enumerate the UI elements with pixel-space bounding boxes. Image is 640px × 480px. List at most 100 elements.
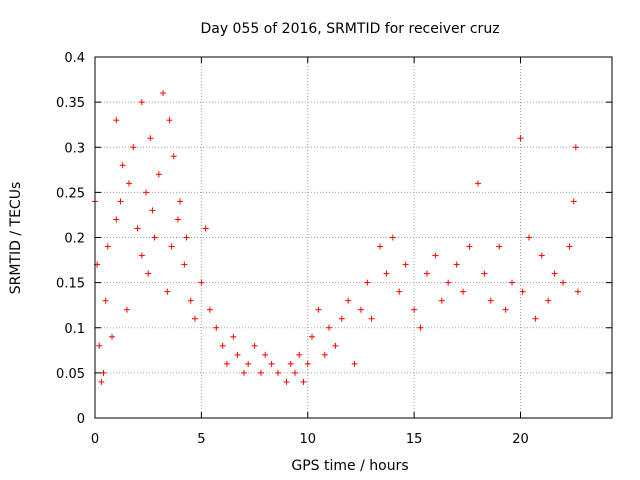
data-point — [262, 351, 269, 358]
data-point — [202, 225, 209, 232]
data-point — [417, 324, 424, 331]
data-point — [466, 243, 473, 250]
x-tick-label: 10 — [299, 432, 316, 447]
data-point — [432, 252, 439, 259]
x-tick-label: 0 — [91, 432, 99, 447]
data-point — [423, 270, 430, 277]
data-point — [287, 360, 294, 367]
data-point — [104, 243, 111, 250]
data-point — [545, 297, 552, 304]
data-point — [143, 189, 150, 196]
data-point — [223, 360, 230, 367]
data-point — [96, 342, 103, 349]
data-point — [177, 198, 184, 205]
data-point — [487, 297, 494, 304]
data-point — [396, 288, 403, 295]
data-point — [98, 378, 105, 385]
y-tick-label: 0.3 — [64, 141, 85, 156]
grid — [95, 57, 612, 418]
data-point — [138, 99, 145, 106]
data-point — [230, 333, 237, 340]
data-point — [109, 333, 116, 340]
data-point — [166, 117, 173, 124]
data-point — [560, 279, 567, 286]
data-point — [364, 279, 371, 286]
data-point — [453, 261, 460, 268]
data-point — [309, 333, 316, 340]
data-point — [538, 252, 545, 259]
data-point — [219, 342, 226, 349]
data-point — [251, 342, 258, 349]
data-point — [572, 144, 579, 151]
y-tick-label: 0 — [77, 412, 85, 427]
data-point — [411, 306, 418, 313]
data-point — [113, 216, 120, 223]
data-point — [240, 369, 247, 376]
data-point — [138, 252, 145, 259]
data-point — [574, 288, 581, 295]
data-point — [102, 297, 109, 304]
data-point — [445, 279, 452, 286]
data-point — [160, 90, 167, 97]
data-point — [100, 369, 107, 376]
y-tick-label: 0.05 — [56, 367, 85, 382]
data-point — [119, 162, 126, 169]
data-point — [377, 243, 384, 250]
x-tick-label: 20 — [512, 432, 529, 447]
data-point — [517, 135, 524, 142]
data-point — [496, 243, 503, 250]
data-point — [460, 288, 467, 295]
data-point — [174, 216, 181, 223]
data-point — [168, 243, 175, 250]
data-point — [170, 153, 177, 160]
data-points — [92, 90, 581, 385]
data-point — [274, 369, 281, 376]
data-point — [147, 135, 154, 142]
data-point — [345, 297, 352, 304]
data-point — [181, 261, 188, 268]
data-point — [481, 270, 488, 277]
data-point — [509, 279, 516, 286]
data-point — [438, 297, 445, 304]
data-point — [526, 234, 533, 241]
y-tick-label: 0.1 — [64, 322, 85, 337]
chart-title: Day 055 of 2016, SRMTID for receiver cru… — [200, 21, 499, 37]
data-point — [296, 351, 303, 358]
data-point — [474, 180, 481, 187]
data-point — [291, 369, 298, 376]
data-point — [315, 306, 322, 313]
data-point — [502, 306, 509, 313]
x-tick-label: 5 — [197, 432, 205, 447]
y-tick-label: 0.35 — [56, 96, 85, 111]
data-point — [402, 261, 409, 268]
data-point — [183, 234, 190, 241]
y-tick-label: 0.15 — [56, 277, 85, 292]
data-point — [357, 306, 364, 313]
data-point — [257, 369, 264, 376]
data-point — [130, 144, 137, 151]
data-point — [300, 378, 307, 385]
data-point — [519, 288, 526, 295]
data-point — [117, 198, 124, 205]
data-point — [155, 171, 162, 178]
data-point — [532, 315, 539, 322]
data-point — [338, 315, 345, 322]
data-point — [570, 198, 577, 205]
data-point — [145, 270, 152, 277]
data-point — [151, 234, 158, 241]
y-tick-label: 0.4 — [64, 51, 85, 66]
data-point — [268, 360, 275, 367]
data-point — [383, 270, 390, 277]
data-point — [368, 315, 375, 322]
data-point — [321, 351, 328, 358]
data-point — [351, 360, 358, 367]
data-point — [283, 378, 290, 385]
data-point — [134, 225, 141, 232]
y-tick-label: 0.25 — [56, 186, 85, 201]
data-point — [206, 306, 213, 313]
data-point — [326, 324, 333, 331]
data-point — [123, 306, 130, 313]
data-point — [389, 234, 396, 241]
data-point — [198, 279, 205, 286]
